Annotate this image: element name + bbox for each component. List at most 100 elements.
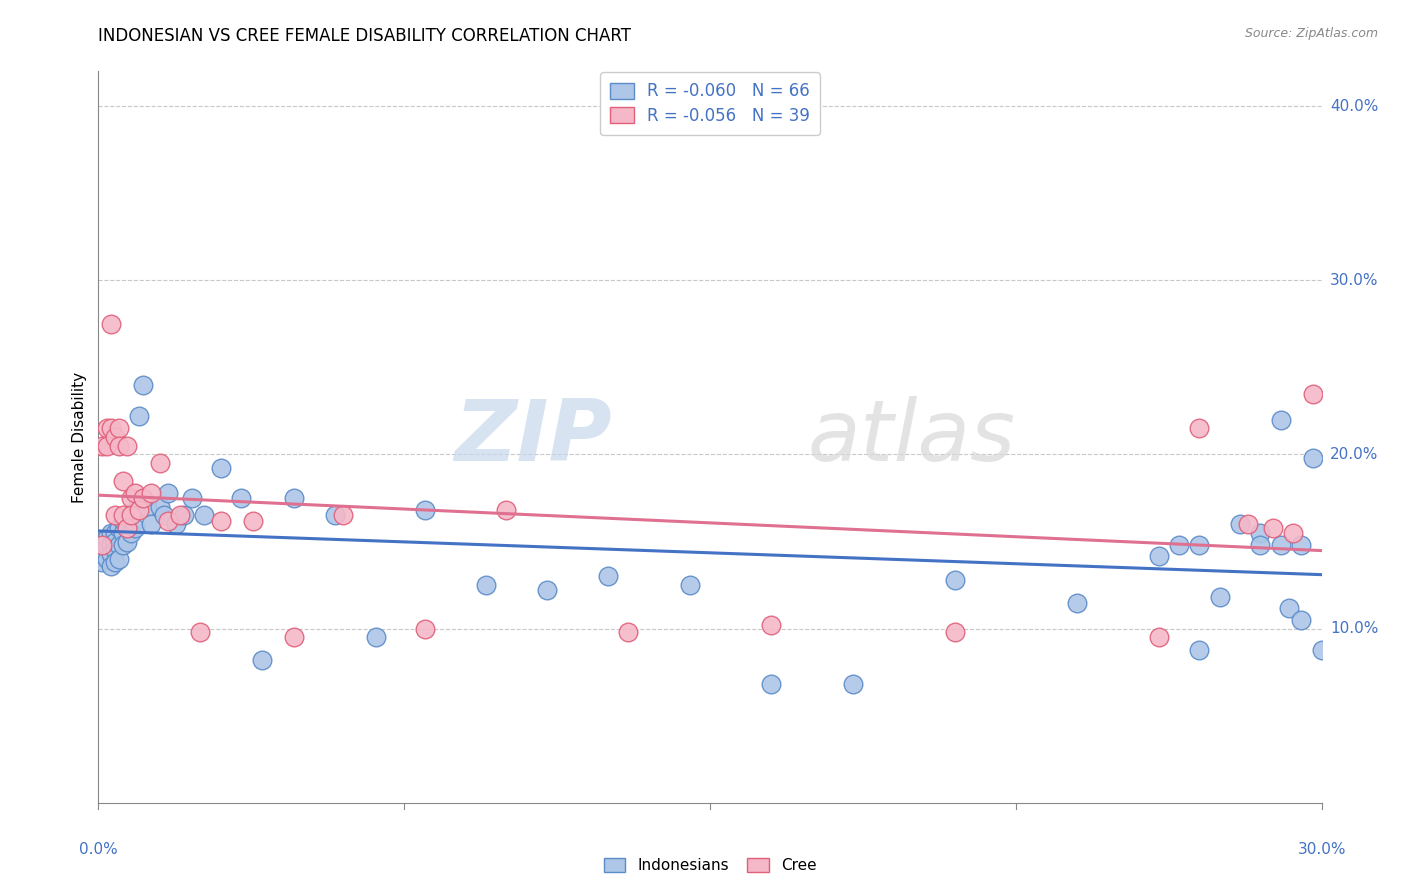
Point — [617, 625, 640, 640]
Point — [91, 547, 114, 561]
Point — [96, 421, 118, 435]
Point — [120, 508, 142, 523]
Point — [96, 552, 118, 566]
Point — [149, 500, 172, 514]
Text: 0.0%: 0.0% — [79, 842, 118, 856]
Point — [1261, 521, 1284, 535]
Point — [188, 625, 212, 640]
Point — [169, 508, 191, 523]
Text: 30.0%: 30.0% — [1298, 842, 1346, 856]
Point — [1147, 549, 1170, 563]
Text: 10.0%: 10.0% — [1330, 621, 1378, 636]
Point — [124, 485, 146, 500]
Point — [1270, 412, 1292, 426]
Point — [943, 573, 966, 587]
Point — [152, 508, 174, 523]
Point — [598, 569, 620, 583]
Y-axis label: Female Disability: Female Disability — [72, 371, 87, 503]
Point — [474, 578, 498, 592]
Point — [209, 461, 232, 475]
Point — [111, 525, 134, 540]
Point — [536, 583, 558, 598]
Point — [156, 485, 179, 500]
Point — [1066, 595, 1088, 609]
Point — [332, 508, 354, 523]
Point — [1167, 538, 1189, 552]
Point — [1278, 600, 1301, 615]
Point — [1229, 517, 1251, 532]
Point — [100, 525, 122, 540]
Point — [761, 618, 783, 632]
Point — [104, 525, 127, 540]
Text: Source: ZipAtlas.com: Source: ZipAtlas.com — [1244, 27, 1378, 40]
Point — [1237, 517, 1260, 532]
Point — [1302, 450, 1324, 465]
Text: 30.0%: 30.0% — [1330, 273, 1378, 288]
Point — [115, 521, 138, 535]
Point — [128, 409, 150, 424]
Point — [111, 514, 134, 528]
Point — [242, 514, 264, 528]
Point — [108, 439, 131, 453]
Point — [91, 556, 114, 570]
Point — [1310, 642, 1333, 657]
Point — [679, 578, 702, 592]
Point — [141, 517, 163, 532]
Text: 40.0%: 40.0% — [1330, 99, 1378, 113]
Point — [115, 521, 138, 535]
Point — [96, 531, 118, 545]
Point — [111, 508, 134, 523]
Point — [91, 439, 114, 453]
Point — [104, 430, 127, 444]
Point — [124, 521, 146, 535]
Point — [108, 421, 131, 435]
Text: atlas: atlas — [808, 395, 1017, 479]
Point — [1147, 631, 1170, 645]
Point — [108, 521, 131, 535]
Point — [115, 439, 138, 453]
Point — [209, 514, 232, 528]
Point — [761, 677, 783, 691]
Point — [323, 508, 346, 523]
Point — [156, 514, 179, 528]
Point — [173, 508, 195, 523]
Legend: Indonesians, Cree: Indonesians, Cree — [598, 852, 823, 880]
Point — [1291, 538, 1313, 552]
Text: ZIP: ZIP — [454, 395, 612, 479]
Point — [1249, 538, 1271, 552]
Point — [1270, 538, 1292, 552]
Point — [1188, 421, 1211, 435]
Point — [413, 622, 436, 636]
Point — [91, 538, 114, 552]
Point — [96, 439, 118, 453]
Point — [364, 631, 387, 645]
Point — [1188, 538, 1211, 552]
Point — [100, 547, 122, 561]
Point — [1188, 642, 1211, 657]
Point — [108, 538, 131, 552]
Point — [120, 491, 142, 505]
Point — [1209, 591, 1232, 605]
Point — [1249, 525, 1271, 540]
Point — [495, 503, 517, 517]
Point — [120, 508, 142, 523]
Point — [283, 631, 305, 645]
Point — [231, 491, 253, 505]
Point — [283, 491, 305, 505]
Text: INDONESIAN VS CREE FEMALE DISABILITY CORRELATION CHART: INDONESIAN VS CREE FEMALE DISABILITY COR… — [98, 27, 631, 45]
Point — [250, 653, 273, 667]
Point — [111, 538, 134, 552]
Point — [104, 543, 127, 558]
Point — [136, 500, 159, 514]
Point — [1291, 613, 1313, 627]
Point — [100, 421, 122, 435]
Point — [100, 558, 122, 573]
Point — [943, 625, 966, 640]
Point — [193, 508, 215, 523]
Point — [115, 534, 138, 549]
Point — [181, 491, 204, 505]
Point — [149, 456, 172, 470]
Point — [132, 377, 155, 392]
Point — [124, 503, 146, 517]
Point — [104, 534, 127, 549]
